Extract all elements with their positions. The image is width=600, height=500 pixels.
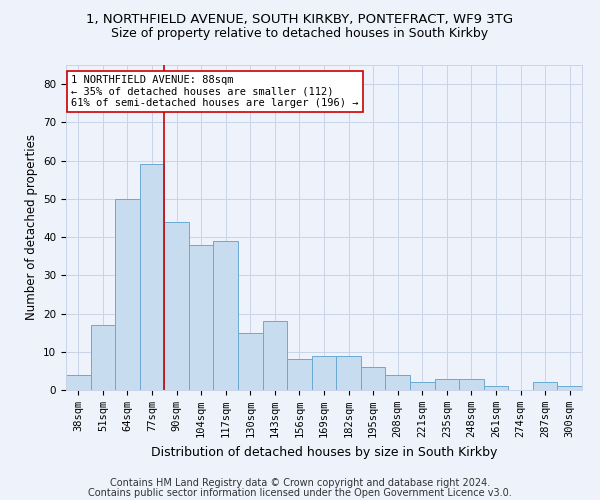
Bar [385, 374, 410, 390]
Bar [533, 382, 557, 390]
Bar [263, 321, 287, 390]
Text: Contains public sector information licensed under the Open Government Licence v3: Contains public sector information licen… [88, 488, 512, 498]
Bar [91, 325, 115, 390]
Bar [312, 356, 336, 390]
Bar [434, 378, 459, 390]
X-axis label: Distribution of detached houses by size in South Kirkby: Distribution of detached houses by size … [151, 446, 497, 458]
Bar [66, 374, 91, 390]
Bar [164, 222, 189, 390]
Text: 1 NORTHFIELD AVENUE: 88sqm
← 35% of detached houses are smaller (112)
61% of sem: 1 NORTHFIELD AVENUE: 88sqm ← 35% of deta… [71, 74, 359, 108]
Bar [484, 386, 508, 390]
Bar [287, 360, 312, 390]
Bar [410, 382, 434, 390]
Text: Size of property relative to detached houses in South Kirkby: Size of property relative to detached ho… [112, 28, 488, 40]
Y-axis label: Number of detached properties: Number of detached properties [25, 134, 38, 320]
Bar [459, 378, 484, 390]
Bar [336, 356, 361, 390]
Bar [238, 332, 263, 390]
Bar [214, 241, 238, 390]
Bar [361, 367, 385, 390]
Text: 1, NORTHFIELD AVENUE, SOUTH KIRKBY, PONTEFRACT, WF9 3TG: 1, NORTHFIELD AVENUE, SOUTH KIRKBY, PONT… [86, 12, 514, 26]
Bar [115, 199, 140, 390]
Bar [189, 244, 214, 390]
Bar [140, 164, 164, 390]
Text: Contains HM Land Registry data © Crown copyright and database right 2024.: Contains HM Land Registry data © Crown c… [110, 478, 490, 488]
Bar [557, 386, 582, 390]
